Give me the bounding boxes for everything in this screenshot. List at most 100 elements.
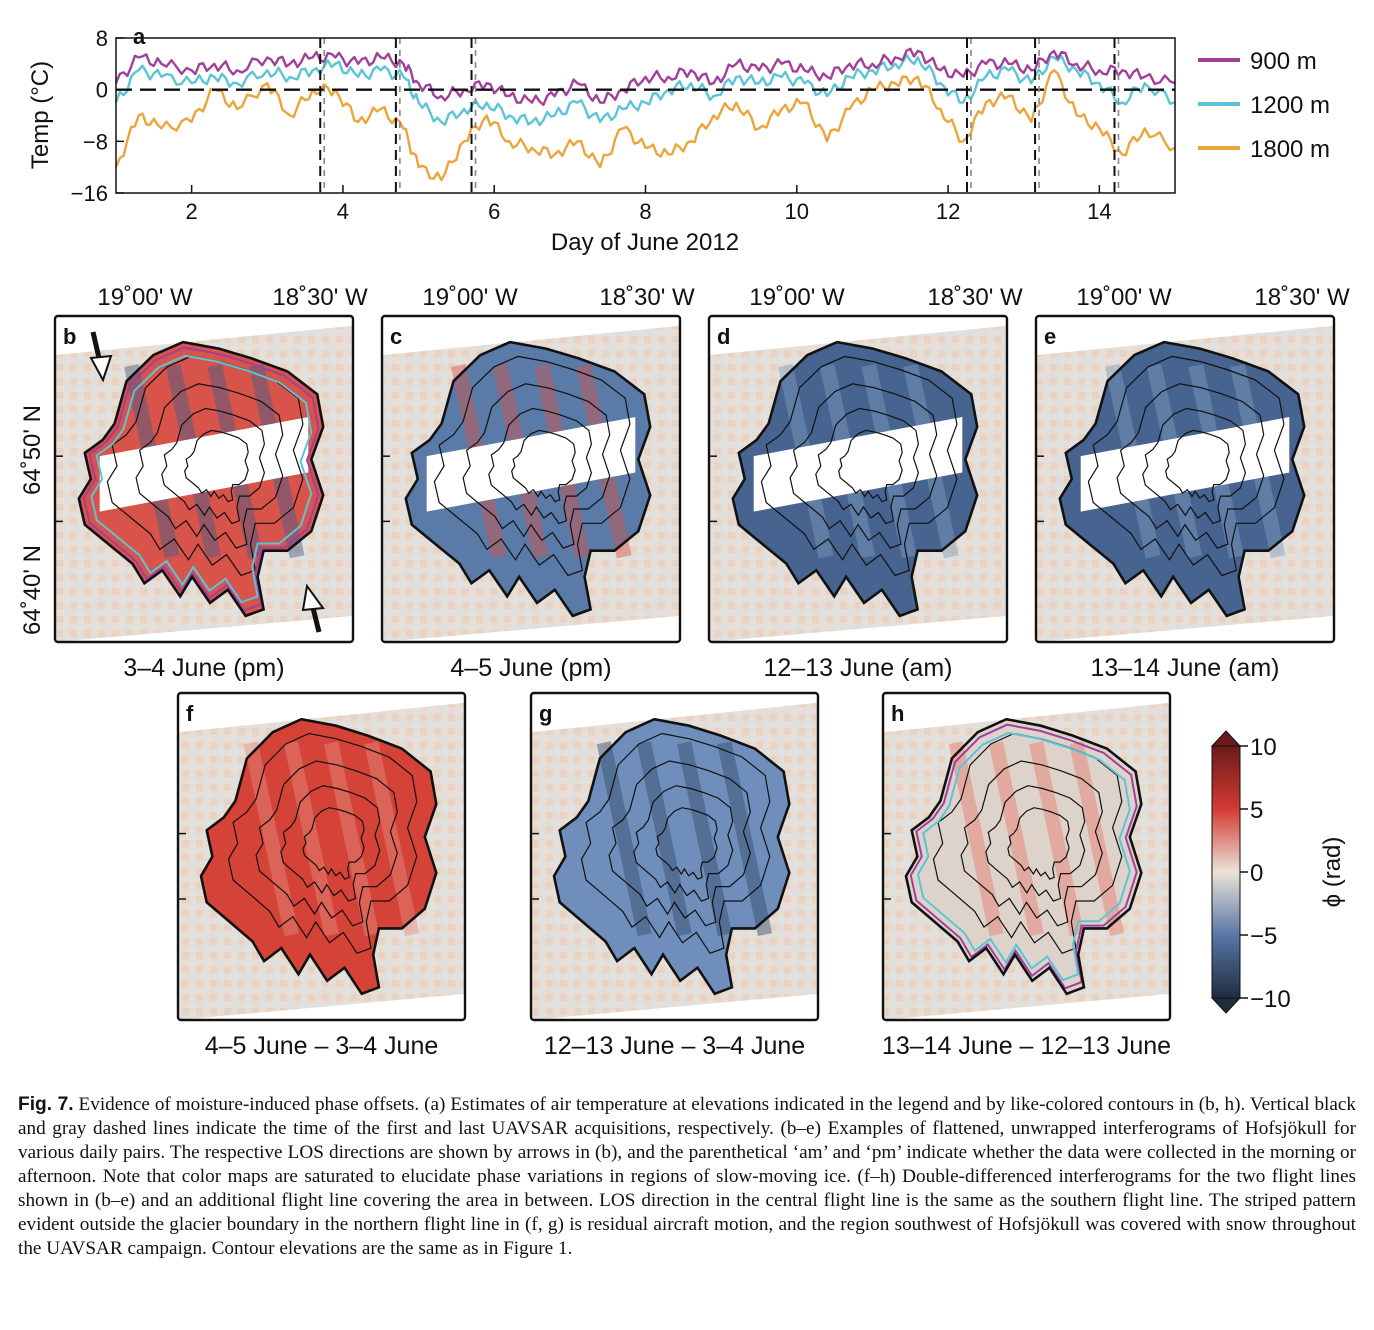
lat-label-south: 64˚40' N <box>19 545 46 635</box>
legend-entry: 1800 m <box>1250 136 1330 163</box>
contour-900m <box>82 346 320 612</box>
elevation-contour <box>608 760 751 927</box>
los-arrow-north-shaft <box>90 331 102 359</box>
y-tick-label: 0 <box>96 78 108 103</box>
elevation-contour <box>302 807 365 880</box>
y-tick-label: −8 <box>83 129 108 154</box>
elevation-contour <box>760 355 958 577</box>
x-tick-label: 8 <box>639 199 651 224</box>
panel-letter: d <box>717 324 730 349</box>
elevation-contour <box>511 429 576 503</box>
elevation-contour <box>960 760 1103 927</box>
panel-letter: c <box>390 324 402 349</box>
longitude-labels: 19˚00' W 18˚30' W 19˚00' W 18˚30' W 19˚0… <box>97 284 1350 311</box>
phase-colorbar: 10 5 0 −5 −10 ϕ (rad) <box>1210 730 1346 1014</box>
glacier-phase-field <box>554 719 790 994</box>
y-axis-label: Temp (°C) <box>27 61 54 169</box>
panel-letter: f <box>186 701 194 726</box>
map-caption: 4–5 June (pm) <box>450 654 611 682</box>
y-tick-label: 8 <box>96 26 108 51</box>
figure-caption: Fig. 7. Evidence of moisture-induced pha… <box>18 1093 1356 1261</box>
colorbar-tick-label: 10 <box>1250 734 1277 761</box>
map-panel-g: g 12–13 June – 3–4 June <box>529 691 820 1060</box>
elevation-contour <box>1007 807 1070 880</box>
glacier-boundary <box>404 340 652 618</box>
lon-label-c-west: 19˚00' W <box>422 284 518 311</box>
lon-label-d-east: 18˚30' W <box>927 284 1023 311</box>
map-frame <box>529 691 820 1022</box>
latitude-labels: 64˚50' N 64˚40' N <box>19 405 46 635</box>
figure-canvas: a 8 0 −8 −16 2 4 6 8 10 12 14 Temp (°C) Day of Ju… <box>19 24 1350 1060</box>
phase-streak <box>324 741 379 937</box>
map-caption: 3–4 June (pm) <box>123 654 284 682</box>
phase-streak <box>243 741 299 937</box>
contour-900m <box>909 723 1138 990</box>
elevation-contour <box>280 785 381 902</box>
x-tick-label: 12 <box>936 199 960 224</box>
colorbar-tick-label: 5 <box>1250 797 1263 824</box>
glacier-boundary <box>552 717 791 996</box>
elevation-contour <box>433 355 631 577</box>
elevation-contour <box>815 407 920 525</box>
flight-line-gap <box>753 417 963 512</box>
elevation-contour <box>227 732 418 955</box>
panel-letter: b <box>63 324 76 349</box>
lon-label-e-east: 18˚30' W <box>1254 284 1350 311</box>
x-tick-label: 14 <box>1087 199 1111 224</box>
lon-label-e-west: 19˚00' W <box>1076 284 1172 311</box>
caption-text: Evidence of moisture-induced phase offse… <box>18 1094 1357 1259</box>
chart-legend: 900 m 1200 m 1800 m <box>1198 48 1330 163</box>
lon-label-d-west: 19˚00' W <box>749 284 845 311</box>
map-frame <box>176 691 467 1022</box>
colorbar-top-arrow <box>1210 730 1242 747</box>
elevation-contour <box>488 407 593 525</box>
glacier-boundary <box>1058 340 1306 618</box>
series-line-1200m <box>114 53 1176 127</box>
elevation-contour <box>255 760 398 927</box>
x-tick-label: 4 <box>337 199 349 224</box>
elevation-contour <box>985 785 1086 902</box>
elevation-contour <box>1165 429 1230 503</box>
series-line-1800m <box>114 69 1176 182</box>
los-arrows <box>89 331 325 633</box>
panel-letter: h <box>891 701 904 726</box>
caption-label: Fig. 7. <box>18 1094 74 1115</box>
elevation-contour <box>633 785 734 902</box>
glacier-boundary <box>199 717 438 996</box>
lon-label-c-east: 18˚30' W <box>599 284 695 311</box>
panel-a-letter: a <box>133 24 146 49</box>
y-tick-label: −16 <box>71 181 108 206</box>
elevation-contour <box>184 429 249 503</box>
flight-line-gap <box>1080 417 1290 512</box>
elevation-contour <box>462 383 611 549</box>
elevation-contour <box>838 429 903 503</box>
map-caption: 4–5 June – 3–4 June <box>205 1032 439 1060</box>
glacier-boundary <box>77 340 325 618</box>
x-axis-label: Day of June 2012 <box>551 229 739 256</box>
map-frame <box>53 314 355 644</box>
elevation-contour <box>789 383 938 549</box>
elevation-contour <box>1142 407 1247 525</box>
elevation-contour <box>580 732 771 955</box>
map-panel-b: b 3–4 June (pm) <box>53 314 355 682</box>
glacier-boundary <box>731 340 979 618</box>
los-arrow-south-head <box>301 583 325 612</box>
phase-streak <box>948 741 1004 937</box>
interferogram-maps: b 3–4 June (pm) c 4–5 June (pm) d 12–13 June … <box>53 314 1336 1060</box>
x-tick-label: 2 <box>186 199 198 224</box>
lat-label-north: 64˚50' N <box>19 405 46 495</box>
map-frame <box>707 314 1009 644</box>
lon-label-b-east: 18˚30' W <box>272 284 368 311</box>
colorbar-gradient <box>1211 745 1241 999</box>
map-caption: 13–14 June – 12–13 June <box>882 1032 1171 1060</box>
phase-streak <box>1029 741 1084 937</box>
flight-line-gap <box>99 417 309 512</box>
lon-label-b-west: 19˚00' W <box>97 284 193 311</box>
elevation-contour <box>161 407 266 525</box>
map-frame <box>881 691 1172 1022</box>
map-panel-d: d 12–13 June (am) <box>707 314 1009 682</box>
x-tick-label: 6 <box>488 199 500 224</box>
colorbar-label: ϕ (rad) <box>1319 837 1346 908</box>
flight-line-gap <box>426 417 636 512</box>
glacier-phase-field <box>201 719 437 994</box>
